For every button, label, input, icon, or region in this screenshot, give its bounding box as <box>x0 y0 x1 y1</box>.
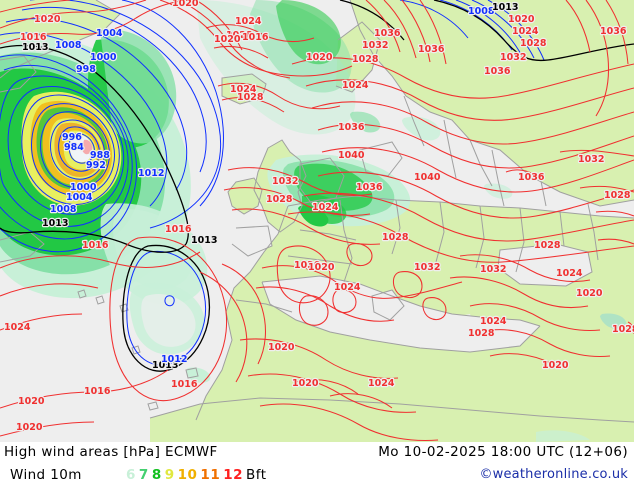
isobar-label: 1036 <box>600 26 627 37</box>
bft-legend-12: 12 <box>223 467 244 483</box>
isobar-label: 998 <box>76 64 96 75</box>
isobar-label: 1024 <box>480 316 507 327</box>
isobar-red-layer <box>0 0 634 441</box>
isobar-label: 1032 <box>480 264 506 275</box>
isobar-label: 1036 <box>418 44 445 55</box>
map-title: High wind areas [hPa] ECMWF <box>4 444 218 460</box>
isobar-label: 1004 <box>66 192 93 203</box>
isobar-label: 1020 <box>576 288 603 299</box>
isobar-label: 1028 <box>352 54 379 65</box>
isobar-label: 1020 <box>294 260 321 271</box>
isobar-label: 1040 <box>414 172 441 183</box>
bft-legend: 6 7 8 9 10 11 12 Bft <box>126 467 270 483</box>
isobar-label: 1028 <box>382 232 409 243</box>
isobar-label: 996 <box>62 132 82 143</box>
isobar-label: 1024 <box>342 80 369 91</box>
isobar-label: 1016 <box>82 240 109 251</box>
footer-row-legend: Wind 10m 6 7 8 9 10 11 12 Bft ©weatheronline.co… <box>0 465 634 489</box>
isobar-label: 1016 <box>171 379 198 390</box>
isobar-label: 1024 <box>230 84 257 95</box>
isobar-label: 992 <box>86 160 106 171</box>
isobar-label: 1036 <box>374 28 401 39</box>
isobar-label: 1013 <box>492 2 518 13</box>
isobar-label: 1024 <box>556 268 583 279</box>
isobar-label: 1036 <box>484 66 511 77</box>
bft-legend-unit: Bft <box>246 467 267 483</box>
isobar-label: 1013 <box>42 218 68 229</box>
valid-time: Mo 10-02-2025 18:00 UTC (12+06) <box>378 444 628 460</box>
isobar-label: 1008 <box>55 40 82 51</box>
isobar-label: 1024 <box>368 378 395 389</box>
isobar-label: 1020 <box>34 14 61 25</box>
isobar-label: 1020 <box>214 34 241 45</box>
isobar-label: 1024 <box>4 322 31 333</box>
isobar-label: 1032 <box>578 154 604 165</box>
copyright-label: ©weatheronline.co.uk <box>479 467 628 482</box>
isobar-label: 1016 <box>20 32 47 43</box>
isobar-1013-layer <box>0 0 634 372</box>
isobar-label: 1016 <box>84 386 111 397</box>
isobar-label: 1032 <box>414 262 440 273</box>
isobar-label: 1032 <box>272 176 298 187</box>
isobar-label: 1036 <box>518 172 545 183</box>
isobar-label: 988 <box>90 150 110 161</box>
isobar-label: 1028 <box>520 38 547 49</box>
parameter-label: Wind 10m <box>10 467 82 483</box>
isobar-label: 1013 <box>22 42 48 53</box>
isobar-label: 1008 <box>468 6 495 17</box>
isobar-label: 1020 <box>268 342 295 353</box>
isobar-label: 1028 <box>226 30 253 41</box>
isobar-label: 1000 <box>90 52 117 63</box>
isobar-label: 1024 <box>235 16 262 27</box>
isobar-label: 1028 <box>604 190 631 201</box>
isobar-label: 1020 <box>18 396 45 407</box>
map-canvas[interactable]: 1020 1016 1013 1008 1004 998 1000 984 988 992 996 1… <box>0 0 634 442</box>
isobar-label: 1032 <box>362 40 388 51</box>
isobar-label: 1028 <box>237 92 264 103</box>
isobar-label: 1040 <box>338 150 365 161</box>
isobar-label: 1028 <box>468 328 495 339</box>
bft-legend-11: 11 <box>200 467 221 483</box>
isobar-label: 1024 <box>312 202 339 213</box>
bft-legend-6: 6 <box>126 467 136 483</box>
isobar-label: 1000 <box>70 182 97 193</box>
isobar-label: 1024 <box>334 282 361 293</box>
isobar-label: 1004 <box>96 28 123 39</box>
isobar-label: 1012 <box>161 354 187 365</box>
isobar-label: 1020 <box>16 422 43 433</box>
isobar-label: 1020 <box>508 14 535 25</box>
isobar-label: 1036 <box>338 122 365 133</box>
isobar-label: 1028 <box>534 240 561 251</box>
isobar-label: 1008 <box>50 204 77 215</box>
isobar-label: 1013 <box>191 235 217 246</box>
isobar-label: 1028 <box>612 324 634 335</box>
low-center-eye <box>69 134 93 163</box>
footer-panel: High wind areas [hPa] ECMWF Mo 10-02-202… <box>0 442 634 490</box>
isobar-label: 1020 <box>542 360 569 371</box>
isobar-label: 1012 <box>138 168 164 179</box>
footer-row-title: High wind areas [hPa] ECMWF Mo 10-02-202… <box>0 442 634 466</box>
bft-legend-7: 7 <box>138 467 149 483</box>
isobar-label: 984 <box>64 142 84 153</box>
bft-legend-8: 8 <box>151 467 162 483</box>
isobar-label: 1020 <box>292 378 319 389</box>
isobar-label: 1016 <box>165 224 192 235</box>
isobar-label: 1020 <box>172 0 199 9</box>
isobar-label: 1024 <box>512 26 539 37</box>
isobar-label: 1032 <box>500 52 526 63</box>
isobar-label: 1028 <box>266 194 293 205</box>
isobar-label: 1016 <box>242 32 269 43</box>
isobar-label: 1020 <box>306 52 333 63</box>
bft-legend-10: 10 <box>177 467 198 483</box>
isobar-label: 1020 <box>308 262 335 273</box>
isobar-label: 1036 <box>356 182 383 193</box>
bft-legend-9: 9 <box>164 467 175 483</box>
isobar-label: 1013 <box>152 360 178 371</box>
coastline-layer <box>0 0 634 423</box>
